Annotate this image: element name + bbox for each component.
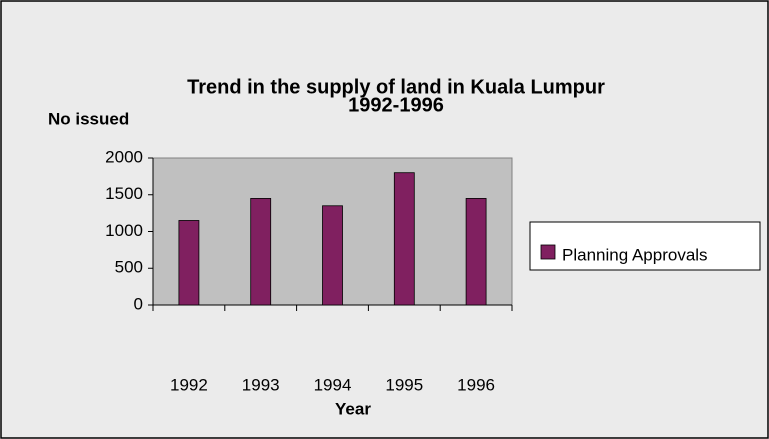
bar <box>393 172 415 306</box>
y-tick-label: 2000 <box>105 147 143 166</box>
x-tick-label: 1994 <box>314 375 352 394</box>
bar <box>322 205 343 306</box>
y-tick-label: 1500 <box>105 184 143 203</box>
bar <box>465 198 487 306</box>
legend <box>529 221 761 271</box>
x-tick-label: 1995 <box>385 375 423 394</box>
bar <box>250 198 272 306</box>
legend-label: Planning Approvals <box>562 245 708 264</box>
x-axis-label: Year <box>335 399 371 418</box>
x-tick-label: 1996 <box>457 375 495 394</box>
chart-title: 1992-1996 <box>348 94 444 116</box>
x-tick-label: 1993 <box>242 375 280 394</box>
y-axis-label: No issued <box>48 109 129 128</box>
y-tick-label: 1000 <box>105 221 143 240</box>
bar <box>178 220 200 306</box>
legend-swatch <box>540 244 556 260</box>
y-tick-label: 500 <box>115 258 143 277</box>
chart-title: Trend in the supply of land in Kuala Lum… <box>187 76 605 98</box>
y-tick-label: 0 <box>134 294 143 313</box>
x-tick-label: 1992 <box>170 375 208 394</box>
